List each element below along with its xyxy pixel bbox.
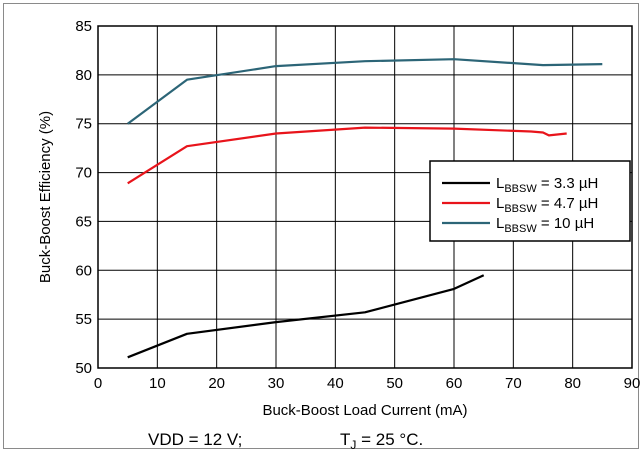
legend-entry-rest: = 3.3 µH <box>537 175 599 192</box>
x-tick-label: 0 <box>94 375 102 392</box>
y-axis-label: Buck-Boost Efficiency (%) <box>37 111 54 283</box>
caption-tj-sub: J <box>350 438 356 452</box>
x-tick-label: 50 <box>386 375 403 392</box>
legend-entry-1: LBBSW = 4.7 µH <box>496 195 598 215</box>
series-lines <box>127 58 603 359</box>
x-tick-label: 30 <box>268 375 285 392</box>
legend-entry-sub: BBSW <box>504 203 537 215</box>
x-tick-label: 40 <box>327 375 344 392</box>
series-line-0 <box>127 274 485 359</box>
caption-tj-rest: = 25 °C. <box>356 430 423 449</box>
legend-entry-main: L <box>496 175 504 192</box>
legend-entry-2: LBBSW = 10 µH <box>496 215 594 235</box>
caption-tj-main: T <box>340 430 350 449</box>
series-line-2 <box>127 58 603 125</box>
x-axis-label: Buck-Boost Load Current (mA) <box>262 402 467 419</box>
x-tick-label: 80 <box>564 375 581 392</box>
x-tick-label: 20 <box>208 375 225 392</box>
legend-entry-sub: BBSW <box>504 223 537 235</box>
plot-border <box>97 25 633 369</box>
x-tick-label: 90 <box>624 375 641 392</box>
y-tick-label: 85 <box>75 18 92 35</box>
caption-vdd: VDD = 12 V; <box>148 430 242 449</box>
caption-tj: TJ = 25 °C. <box>340 430 423 452</box>
legend-entry-rest: = 10 µH <box>537 215 594 232</box>
y-tick-label: 55 <box>75 311 92 328</box>
legend-box <box>429 160 631 242</box>
legend-entry-sub: BBSW <box>504 183 537 195</box>
y-tick-label: 70 <box>75 165 92 182</box>
legend-entry-main: L <box>496 195 504 212</box>
y-tick-label: 60 <box>75 262 92 279</box>
y-tick-label: 50 <box>75 360 92 377</box>
legend-entry-0: LBBSW = 3.3 µH <box>496 175 598 195</box>
legend-entry-main: L <box>496 215 504 232</box>
legend-entry-rest: = 4.7 µH <box>537 195 599 212</box>
y-tick-label: 65 <box>75 213 92 230</box>
x-tick-label: 10 <box>149 375 166 392</box>
x-tick-label: 60 <box>446 375 463 392</box>
tick-labels: 0 10 20 30 40 50 60 70 80 90 50 55 60 65 70 75 80 85 <box>75 18 640 392</box>
y-tick-label: 75 <box>75 116 92 133</box>
y-tick-label: 80 <box>75 67 92 84</box>
x-tick-label: 70 <box>505 375 522 392</box>
series-line-1 <box>127 126 567 185</box>
